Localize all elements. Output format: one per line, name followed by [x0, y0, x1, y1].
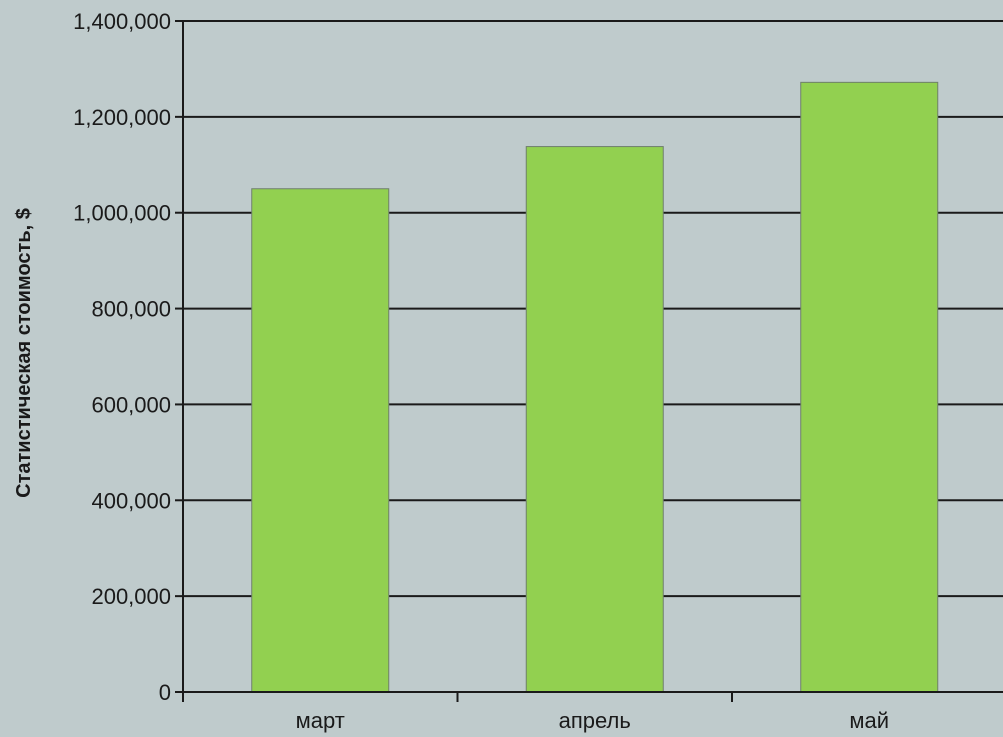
x-tick-label: апрель — [559, 708, 631, 733]
y-tick-label: 1,200,000 — [73, 105, 171, 130]
bar-3 — [800, 81, 939, 693]
bar-1 — [251, 188, 390, 693]
tick-labels: 0 200,000 400,000 600,000 800,000 1,000,000 1,… — [73, 9, 889, 733]
bars — [251, 81, 939, 693]
y-tick-label: 600,000 — [91, 392, 171, 417]
bar-2 — [525, 146, 664, 693]
y-tick-label: 400,000 — [91, 488, 171, 513]
y-tick-label: 800,000 — [91, 297, 171, 322]
y-tick-label: 1,000,000 — [73, 201, 171, 226]
x-tick-label: март — [296, 708, 345, 733]
axes — [175, 20, 1003, 702]
y-tick-label: 200,000 — [91, 584, 171, 609]
x-tick-label: май — [849, 708, 889, 733]
y-axis-title: Статистическая стоимость, $ — [13, 208, 35, 498]
y-tick-label: 0 — [159, 680, 171, 705]
y-tick-label: 1,400,000 — [73, 9, 171, 34]
